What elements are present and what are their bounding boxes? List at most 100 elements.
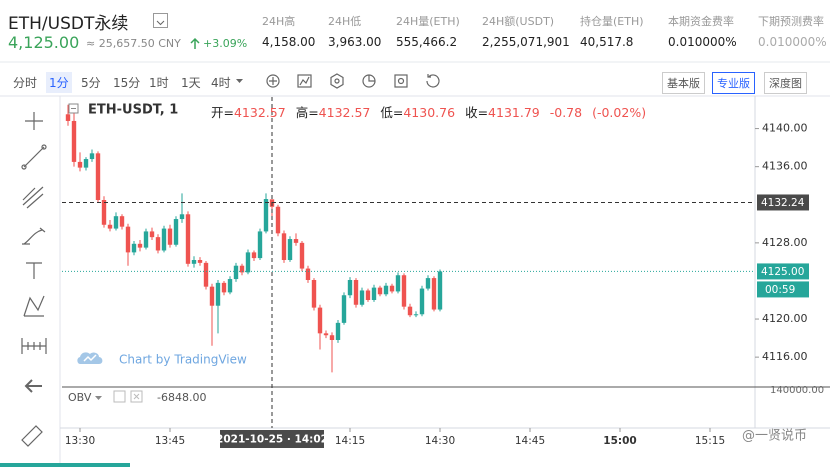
candle-body (155, 237, 161, 251)
price: 4,125.00 (8, 33, 80, 52)
x-tick-label: 14:15 (335, 435, 365, 447)
candle-body (149, 231, 155, 238)
ohlc-value: 4130.76 (403, 105, 456, 120)
candle-body (425, 278, 431, 289)
obv-controls[interactable] (113, 390, 143, 403)
candle-body (263, 199, 269, 232)
candle-body (65, 114, 71, 121)
change-value: -0.78 (549, 105, 583, 120)
stat-label: 24H量(ETH) (396, 15, 460, 28)
interval-button[interactable]: 4时 (211, 76, 231, 90)
candle-body (173, 219, 179, 245)
ohlc-label: 低= (380, 105, 404, 120)
watermark: @一贤说币 (742, 429, 807, 444)
chart-title: ETH-USDT, 1 (88, 103, 178, 118)
stat-value: 0.010000% (758, 35, 827, 49)
candle-body (197, 260, 203, 263)
interval-button[interactable]: 1时 (149, 76, 169, 90)
obv-dropdown[interactable] (95, 396, 102, 400)
stat-label: 24H高 (262, 15, 296, 28)
stat-value: 4,158.00 (262, 35, 316, 49)
crosshair-x-tag (220, 430, 324, 448)
interval-button[interactable]: 1天 (181, 76, 201, 90)
candle-body (383, 285, 389, 295)
ohlc-value: 4131.79 (488, 105, 540, 120)
collapse-icon[interactable] (68, 103, 79, 114)
stat-value: 0.010000% (668, 35, 737, 49)
stat-value: 40,517.8 (580, 35, 634, 49)
candle-body (143, 231, 149, 248)
view-button[interactable]: 基本版 (662, 72, 705, 94)
y-tick-label: 4120.00 (762, 312, 808, 325)
crosshair-y-tag (757, 194, 809, 211)
ohlc-value: 4132.57 (233, 105, 286, 120)
candle-body (419, 288, 425, 315)
ohlc-label: 收= (465, 105, 489, 120)
tradingview-logo (77, 352, 103, 364)
cny-price: ≈ 25,657.50 CNY (86, 37, 181, 50)
candle-body (191, 260, 197, 264)
interval-button[interactable]: 15分 (113, 76, 141, 90)
candle-body (257, 231, 263, 259)
stat-label: 持仓量(ETH) (580, 15, 644, 28)
ohlc-legend: 开=4132.57 高=4132.57 低=4130.76 收=4131.79 -0.7… (211, 102, 656, 121)
candle-body (371, 287, 377, 300)
candle-body (287, 239, 293, 260)
candle-body (101, 200, 107, 225)
candle-body (185, 214, 191, 264)
candle-body (251, 252, 257, 259)
interval-button[interactable]: 分时 (13, 76, 38, 90)
stat-value: 3,963.00 (328, 35, 382, 49)
candle-body (209, 286, 215, 306)
drawing-tools[interactable] (21, 112, 47, 447)
dropdown-arrow (156, 20, 165, 26)
candle-body (347, 280, 353, 296)
status-bar (0, 463, 130, 467)
stat-label: 下期预测费率 (758, 15, 824, 28)
candle-body (107, 224, 113, 229)
candle-body (281, 233, 287, 260)
obv-axis-label: 140000.00 (770, 385, 824, 396)
candle-body (329, 335, 335, 340)
obv-name: OBV (68, 391, 92, 404)
candle-body (341, 295, 347, 323)
candle-body (221, 282, 227, 293)
candle-body (335, 322, 341, 340)
credit: Chart by TradingView (119, 353, 247, 367)
crosshair-y-label: 4132.24 (761, 197, 805, 209)
candle-body (179, 214, 185, 220)
candle-body (119, 216, 125, 227)
view-button[interactable]: 深度图 (764, 72, 807, 94)
candle-body (95, 153, 101, 200)
candle-body (353, 280, 359, 305)
candle-body (431, 278, 437, 310)
interval-button[interactable]: 1分 (46, 72, 72, 93)
interval-button[interactable]: 5分 (81, 76, 101, 90)
stat-value: 555,466.2 (396, 35, 458, 49)
ohlc-value: 4132.57 (318, 105, 371, 120)
candle-body (389, 285, 395, 292)
candle-body (161, 228, 167, 251)
candle-body (293, 239, 299, 243)
symbol[interactable]: ETH/USDT永续 (8, 14, 129, 34)
stat-value: 2,255,071,901 (482, 35, 570, 49)
ohlc-label: 高= (295, 105, 319, 120)
view-button[interactable]: 专业版 (712, 72, 755, 94)
crosshair-x-label: 2021-10-25 · 14:02 (216, 434, 328, 446)
y-tick-label: 4140.00 (762, 122, 808, 135)
obv-value: -6848.00 (157, 391, 206, 404)
candle-body (359, 290, 365, 305)
x-tick-label: 13:30 (65, 435, 95, 447)
symbol-dropdown[interactable] (153, 13, 168, 28)
toolbar-icons[interactable] (266, 73, 440, 89)
candle-body (407, 306, 413, 316)
candle-body (317, 307, 323, 334)
candle-body (233, 265, 239, 280)
countdown-tag (757, 281, 809, 298)
stat-label: 24H额(USDT) (482, 15, 555, 28)
candle-body (305, 268, 311, 280)
interval-dropdown (236, 79, 243, 83)
candle-body (245, 252, 251, 273)
candle-body (77, 161, 83, 168)
